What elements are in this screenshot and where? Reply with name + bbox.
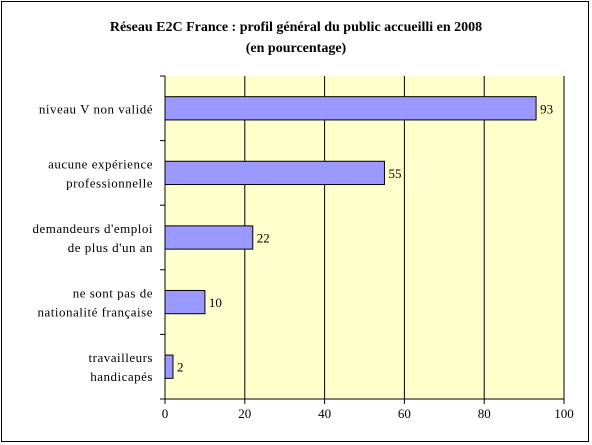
bar xyxy=(164,354,174,379)
data-label: 22 xyxy=(257,231,270,246)
x-tick-label: 80 xyxy=(478,406,491,421)
data-label: 93 xyxy=(540,101,553,116)
bar xyxy=(164,289,206,315)
x-tick-label: 20 xyxy=(238,406,251,421)
category-label-line: aucune expérience xyxy=(48,156,153,171)
category-label-line: de plus d'un an xyxy=(68,240,153,255)
bar xyxy=(164,96,537,121)
category-label-line: travailleurs xyxy=(89,350,153,365)
category-label-line: nationalité française xyxy=(37,305,153,320)
category-label-line: professionnelle xyxy=(66,175,153,190)
category-label: niveau V non validé xyxy=(39,101,153,116)
category-label-line: handicapés xyxy=(90,369,153,384)
category-label: demandeurs d'emploi de plus d'un an xyxy=(32,221,153,255)
plot-area: 0 20 40 60 80 100 93 niveau V non validé 55 aucun… xyxy=(32,75,574,421)
x-tick-label: 100 xyxy=(554,406,574,421)
bar xyxy=(164,225,254,250)
data-label: 10 xyxy=(209,295,222,310)
category-label-line: demandeurs d'emploi xyxy=(32,221,153,236)
x-tick-label: 0 xyxy=(162,406,169,421)
chart-subtitle: (en pourcentage) xyxy=(246,41,347,56)
category-label: travailleurs handicapés xyxy=(89,350,153,384)
category-label: aucune expérience professionnelle xyxy=(48,156,153,190)
category-label-line: niveau V non validé xyxy=(39,101,153,116)
data-label: 2 xyxy=(177,360,184,375)
category-label-line: ne sont pas de xyxy=(73,286,153,301)
x-tick-label: 40 xyxy=(318,406,331,421)
data-label: 55 xyxy=(388,166,401,181)
x-tick-label: 60 xyxy=(398,406,411,421)
bar xyxy=(164,160,385,186)
chart-title: Réseau E2C France : profil général du pu… xyxy=(110,20,482,35)
category-label: ne sont pas de nationalité française xyxy=(37,286,153,320)
